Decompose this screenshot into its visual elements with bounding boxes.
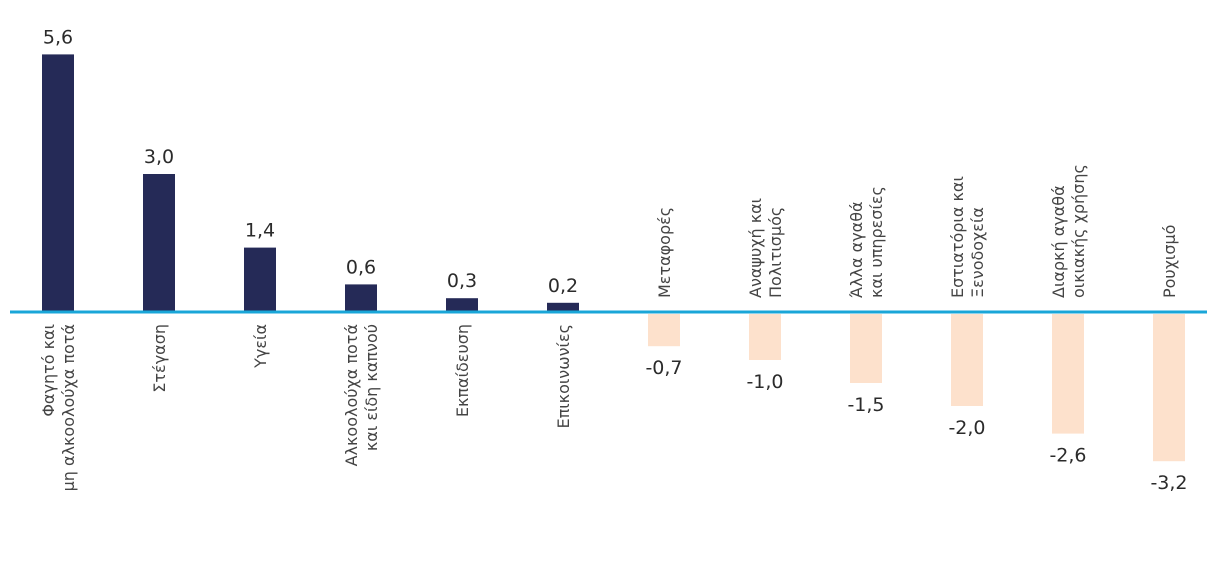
bars-group (42, 54, 1185, 462)
category-label-line: Αναψυχή και (746, 198, 765, 298)
category-label: Εστιατόρια καιΞενοδοχεία (948, 176, 987, 298)
category-label: Αλκοολούχα ποτάκαι είδη καπνού (342, 324, 381, 466)
category-label-line: και υπηρεσίες (867, 186, 886, 298)
value-label: -1,0 (746, 371, 783, 393)
value-label: -0,7 (645, 357, 682, 379)
value-label: 5,6 (43, 26, 73, 48)
category-label-line: Διαρκή αγαθά (1049, 185, 1068, 298)
value-label: -2,6 (1049, 445, 1086, 467)
category-label-line: Άλλα αγαθά (847, 201, 866, 298)
value-labels-group: 5,6 3,0 1,4 0,6 0,3 0,2 -0,7 -1,0 -1,5 -2,0 -2,6 -3… (43, 26, 1188, 494)
value-label: 0,3 (447, 270, 477, 292)
category-label-line: Επικοινωνίες (554, 324, 573, 429)
bar (446, 298, 478, 312)
bar (345, 284, 377, 312)
value-label: -1,5 (847, 394, 884, 416)
value-label: 3,0 (144, 146, 174, 168)
category-label: Επικοινωνίες (554, 324, 573, 429)
bar (850, 314, 882, 383)
bar (1052, 314, 1084, 434)
category-label-line: μη αλκοολούχα ποτά (59, 324, 78, 491)
value-label: 1,4 (245, 220, 275, 242)
category-label-line: Στέγαση (150, 324, 169, 393)
value-label: 0,2 (548, 275, 578, 297)
category-label-line: οικιακής χρήσης (1069, 164, 1088, 298)
category-label-line: Ξενοδοχεία (968, 207, 987, 298)
category-label: Άλλα αγαθάκαι υπηρεσίες (847, 186, 886, 298)
category-labels-group: Φαγητό καιμη αλκοολούχα ποτά Στέγαση Υγεία… (39, 164, 1179, 491)
bar (244, 247, 276, 312)
bar (951, 314, 983, 406)
category-label-line: Αλκοολούχα ποτά (342, 324, 361, 466)
bar (143, 174, 175, 312)
category-label: Φαγητό καιμη αλκοολούχα ποτά (39, 324, 78, 491)
category-label-line: Μεταφορές (655, 207, 674, 298)
category-label: Στέγαση (150, 324, 169, 393)
category-label-line: Ρουχισμό (1160, 225, 1179, 298)
category-label: Εκπαίδευση (453, 324, 472, 417)
category-label-line: Φαγητό και (39, 324, 58, 417)
category-label-line: Πολιτισμός (766, 207, 785, 298)
category-label: Υγεία (251, 324, 270, 369)
category-label: Αναψυχή καιΠολιτισμός (746, 198, 785, 298)
category-label-line: και είδη καπνού (362, 324, 381, 451)
bar (42, 54, 74, 313)
category-label: Ρουχισμό (1160, 225, 1179, 298)
bar (648, 314, 680, 347)
value-label: 0,6 (346, 256, 376, 278)
value-label: -3,2 (1150, 472, 1187, 494)
category-label-line: Εστιατόρια και (948, 176, 967, 298)
bar (1153, 314, 1185, 462)
bar (749, 314, 781, 360)
category-label: Μεταφορές (655, 207, 674, 298)
category-label: Διαρκή αγαθάοικιακής χρήσης (1049, 164, 1088, 298)
category-label-line: Υγεία (251, 324, 270, 369)
value-label: -2,0 (948, 417, 985, 439)
bar (547, 302, 579, 312)
category-label-line: Εκπαίδευση (453, 324, 472, 417)
